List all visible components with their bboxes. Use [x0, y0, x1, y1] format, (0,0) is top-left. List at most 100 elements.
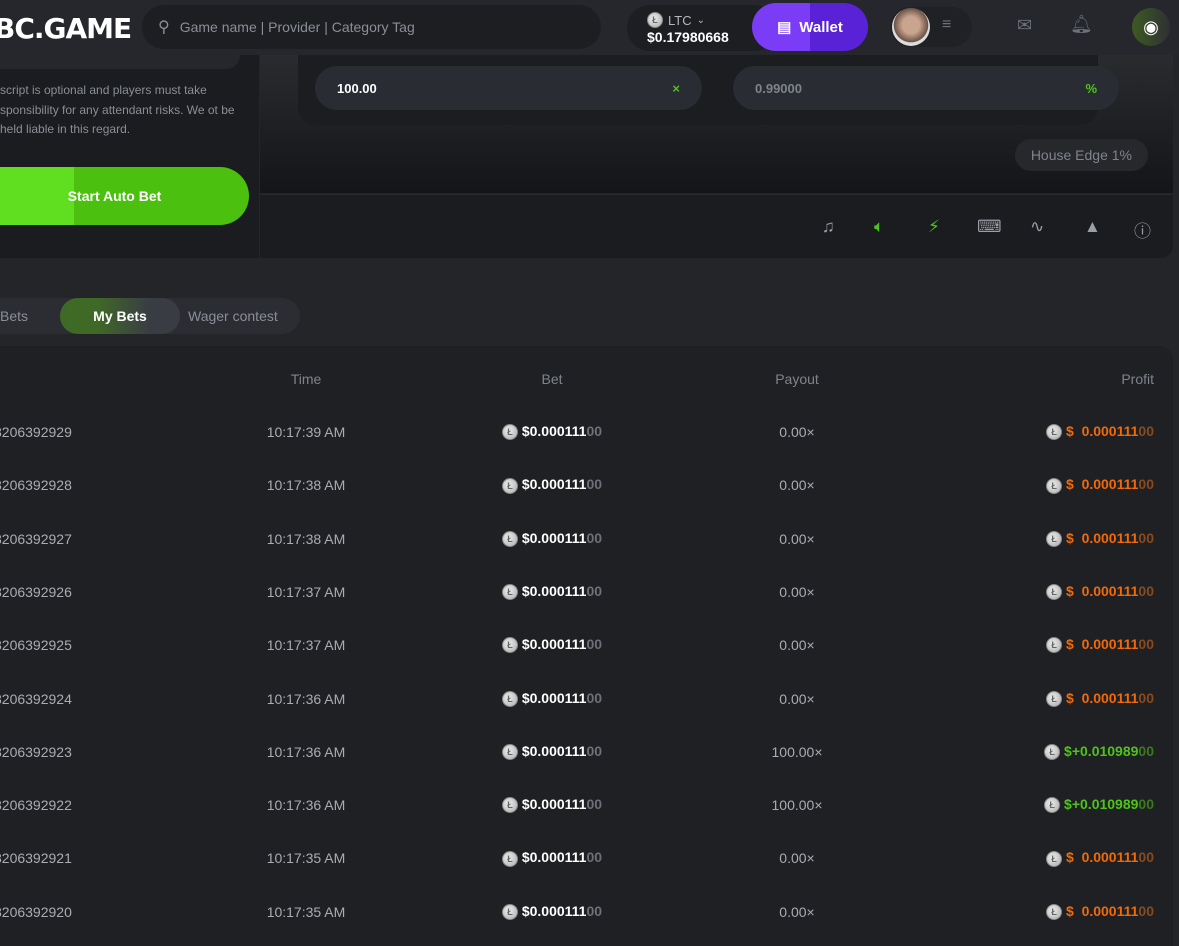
keyboard-icon[interactable]: ⌨	[977, 217, 1002, 236]
bet-id[interactable]: 8206392924	[0, 690, 72, 707]
table-row[interactable]: 8206392925 10:17:37 AM Ł $0.00011100 0.0…	[0, 619, 1173, 672]
profit-value: 0.000111	[1081, 476, 1139, 493]
column-bet: Bet	[541, 371, 563, 387]
litecoin-icon: Ł	[501, 584, 518, 601]
litecoin-icon: Ł	[1044, 744, 1061, 761]
profit-value-tail: 00	[1138, 529, 1154, 546]
bet-time: 10:17:39 AM	[266, 424, 346, 440]
music-off-icon[interactable]: ♫	[822, 217, 835, 236]
bet-id[interactable]: 8206392926	[0, 583, 72, 600]
bet-value: $0.000111	[521, 742, 587, 759]
profit-amount: Ł $+0.01098900	[1044, 742, 1154, 761]
litecoin-icon: Ł	[1046, 903, 1063, 920]
table-row[interactable]: 8206392920 10:17:35 AM Ł $0.00011100 0.0…	[0, 886, 1173, 939]
mail-icon[interactable]: ✉	[1017, 15, 1033, 35]
bet-time: 10:17:36 AM	[266, 690, 346, 707]
table-row[interactable]: 8206392924 10:17:36 AM Ł $0.00011100 0.0…	[0, 673, 1173, 726]
profit-amount: Ł $ 0.00011100	[1046, 849, 1154, 867]
chevron-down-icon: ⌄	[696, 14, 705, 26]
menu-icon[interactable]: ≡	[942, 16, 952, 33]
table-row[interactable]: 8206392927 10:17:38 AM Ł $0.00011100 0.0…	[0, 513, 1173, 566]
profit-value: 0.000111	[1081, 902, 1139, 919]
avatar[interactable]	[892, 8, 930, 46]
bet-value-tail: 00	[586, 796, 603, 813]
payout-input[interactable]: 100.00 ×	[315, 66, 702, 110]
search-icon: ⚲	[158, 19, 170, 36]
bet-id[interactable]: 8206392927	[0, 530, 72, 547]
house-edge-badge: House Edge 1%	[1014, 139, 1148, 171]
payout-multiplier: 0.00×	[779, 477, 815, 494]
table-row[interactable]: 8206392921 10:17:35 AM Ł $0.00011100 0.0…	[0, 832, 1173, 885]
left-control-panel: script is optional and players must take…	[0, 55, 259, 258]
table-row[interactable]: 8206392923 10:17:36 AM Ł $0.000111 00 100…	[0, 726, 1173, 779]
bet-id[interactable]: 8206392923	[0, 743, 72, 760]
start-auto-bet-button[interactable]: Start Auto Bet	[0, 167, 249, 225]
game-toolbar: ♫ 🔈︎ ⚡︎ ⌨ ∿ ▲ ⓘ	[260, 194, 1173, 258]
litecoin-icon: Ł	[1046, 477, 1063, 494]
payout-multiplier: 0.00×	[779, 530, 815, 547]
column-payout: Payout	[775, 371, 819, 387]
bet-time: 10:17:36 AM	[266, 743, 346, 760]
litecoin-icon: Ł	[501, 530, 518, 547]
acorn-icon[interactable]: ▲	[1084, 217, 1101, 236]
tab-my-bets[interactable]: My Bets	[60, 298, 180, 334]
search-placeholder: Game name | Provider | Category Tag	[179, 19, 415, 35]
bet-value-tail: 00	[586, 423, 603, 439]
bet-time: 10:17:37 AM	[266, 583, 346, 600]
profit-amount: Ł $+0.01098900	[1044, 796, 1154, 814]
bet-id[interactable]: 8206392920	[0, 903, 72, 920]
bell-icon[interactable]: 🔔︎	[1070, 14, 1093, 34]
bet-value-tail: 00	[586, 476, 603, 493]
profit-sign: $	[1065, 849, 1082, 866]
bet-value-tail: 00	[586, 636, 603, 653]
tab-wager-contest[interactable]: Wager contest	[188, 308, 278, 324]
profit-value: 0.000111	[1081, 636, 1139, 653]
litecoin-icon: Ł	[1046, 424, 1063, 441]
litecoin-icon: Ł	[1044, 797, 1061, 814]
payout-multiplier: 100.00×	[771, 797, 823, 814]
logo[interactable]: BC.GAME	[0, 12, 132, 45]
bet-id[interactable]: 8206392928	[0, 477, 72, 494]
sound-icon[interactable]: 🔈︎	[874, 217, 885, 236]
table-row[interactable]: 8206392928 10:17:38 AM Ł $0.00011100 0.0…	[0, 459, 1173, 512]
chat-icon[interactable]: ◉	[1132, 8, 1170, 46]
lightning-icon[interactable]: ⚡︎	[928, 217, 940, 236]
table-row[interactable]: 8206392922 10:17:36 AM Ł $0.00011100 100…	[0, 779, 1173, 832]
bet-id[interactable]: 8206392925	[0, 637, 72, 654]
bet-id[interactable]: 8206392921	[0, 850, 72, 867]
bet-id[interactable]: 8206392922	[0, 797, 72, 814]
profit-value-tail: 00	[1138, 742, 1154, 759]
litecoin-icon: Ł	[501, 850, 518, 867]
profit-amount: Ł $ 0.00011100	[1046, 423, 1154, 441]
help-icon[interactable]: ⓘ	[1134, 222, 1151, 241]
profit-sign: $	[1065, 529, 1082, 546]
tab-bets[interactable]: Bets	[0, 308, 29, 324]
litecoin-icon: Ł	[501, 690, 518, 707]
table-row[interactable]: 8206392926 10:17:37 AM Ł $0.00011100 0.0…	[0, 566, 1173, 619]
profit-value-tail: 00	[1138, 423, 1154, 439]
bet-time: 10:17:38 AM	[266, 477, 346, 494]
win-chance-input[interactable]: 0.99000%	[733, 66, 1119, 110]
bet-time: 10:17:35 AM	[266, 903, 346, 920]
bet-value: $0.000111	[521, 529, 587, 546]
profit-value: 0.000111	[1081, 582, 1139, 599]
user-menu[interactable]: ≡	[890, 7, 972, 47]
wallet-button[interactable]: ▤ Wallet	[752, 3, 868, 51]
litecoin-icon: Ł	[501, 797, 518, 814]
profit-value: 0.010989	[1080, 796, 1139, 813]
currency-label: LTC	[668, 12, 692, 28]
bet-id[interactable]: 8206392929	[0, 424, 72, 440]
my-bets-table: Time Bet Payout Profit 8206392929 10:17:…	[0, 346, 1173, 946]
table-row[interactable]: 8206392929 10:17:39 AM Ł $0.00011100 0.0…	[0, 406, 1173, 459]
payout-multiplier: 0.00×	[779, 424, 815, 440]
payout-multiplier: 0.00×	[779, 637, 815, 654]
game-area: 100.00 × 0.99000% House Edge 1%	[260, 55, 1173, 193]
bet-amount: Ł $0.00011100	[440, 796, 664, 814]
payout-multiplier: 100.00×	[771, 743, 823, 760]
chart-curve-icon[interactable]: ∿	[1030, 217, 1045, 236]
profit-value-tail: 00	[1138, 796, 1154, 813]
column-time: Time	[290, 371, 322, 387]
bet-value-tail: 00	[586, 529, 603, 546]
litecoin-icon: Ł	[1046, 850, 1063, 867]
search-input[interactable]: ⚲ Game name | Provider | Category Tag	[142, 5, 601, 49]
